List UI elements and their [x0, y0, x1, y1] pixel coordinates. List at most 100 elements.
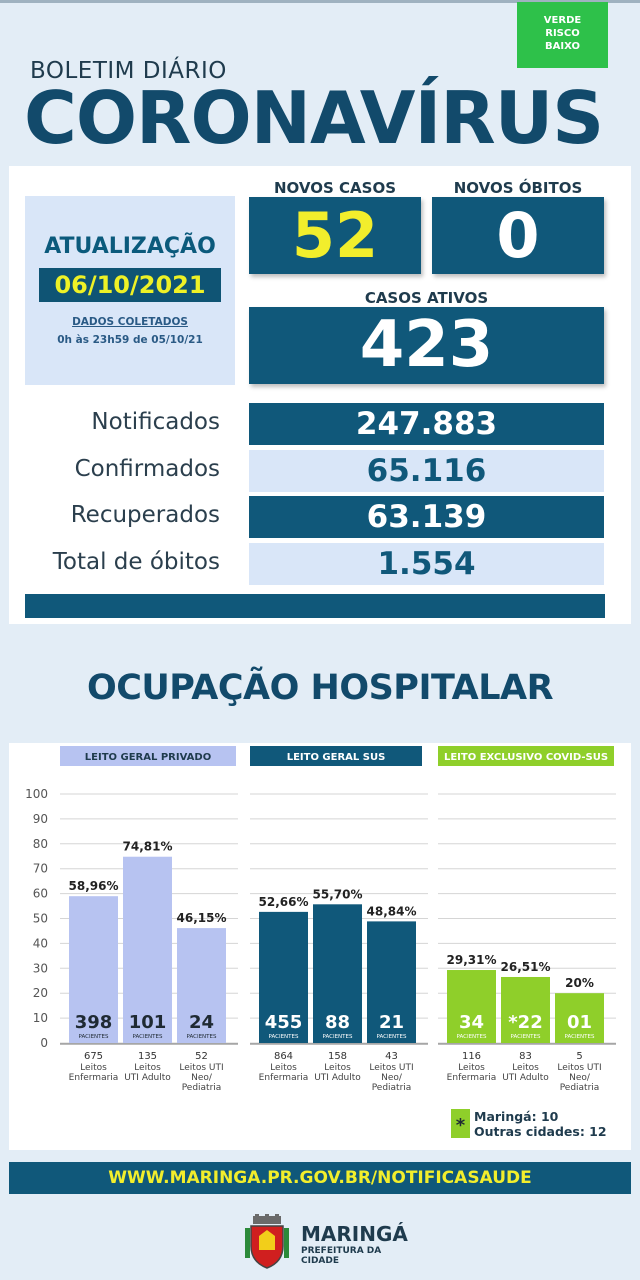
stat-value-recovered: 63.139	[249, 496, 604, 538]
bar	[69, 896, 118, 1043]
bar	[447, 970, 496, 1043]
collected-range: 0h às 23h59 de 05/10/21	[57, 334, 203, 346]
bar	[555, 993, 604, 1043]
bar-category-label: Leitos	[458, 1063, 485, 1073]
stat-label-deaths: Total de óbitos	[52, 549, 220, 575]
bar-percent-label: 52,66%	[259, 895, 309, 909]
bar-category-label: Enfermaria	[259, 1073, 309, 1083]
active-cases-label: CASOS ATIVOS	[364, 289, 489, 307]
stat-label-confirmed: Confirmados	[74, 456, 220, 482]
bar-patient-label: PACIENTES	[268, 1034, 299, 1040]
bar	[501, 976, 550, 1043]
group-header-label: LEITO EXCLUSIVO COVID-SUS	[444, 752, 608, 763]
bar-category-label: Pediatria	[560, 1083, 600, 1093]
bar	[177, 928, 226, 1043]
bar-category-label: Leitos	[134, 1063, 161, 1073]
bar-patient-label: PACIENTES	[564, 1034, 595, 1040]
group-header-2	[438, 746, 614, 766]
new-deaths-value: 0	[432, 197, 604, 274]
group-header-0	[60, 746, 236, 766]
bar-bed-count: 43	[385, 1051, 398, 1062]
risk-line-1: VERDE	[543, 15, 582, 26]
bar-bed-count: 5	[576, 1051, 582, 1062]
bar-category-label: Pediatria	[182, 1083, 222, 1093]
bar-category-label: Neo/	[191, 1073, 213, 1083]
bar-patient-label: PACIENTES	[456, 1034, 487, 1040]
page-title: CORONAVÍRUS	[24, 76, 604, 160]
bar-category-label: Leitos UTI	[369, 1063, 413, 1073]
y-tick-label: 50	[33, 912, 48, 926]
bar-category-label: Leitos	[324, 1063, 351, 1073]
stat-value-confirmed: 65.116	[249, 450, 604, 492]
bar-patient-label: PACIENTES	[132, 1034, 163, 1040]
update-date: 06/10/2021	[39, 268, 221, 302]
bar-bed-count: 675	[84, 1051, 103, 1062]
city-name: MARINGÁ	[301, 1222, 408, 1246]
stat-value-deaths: 1.554	[249, 543, 604, 585]
bar-category-label: Enfermaria	[69, 1073, 119, 1083]
y-tick-label: 40	[33, 936, 48, 950]
bar-category-label: Pediatria	[372, 1083, 412, 1093]
note-line-1: Maringá: 10	[474, 1109, 559, 1124]
group-header-1	[250, 746, 422, 766]
bar-patient-count: 24	[189, 1012, 214, 1033]
group-header-label: LEITO GERAL PRIVADO	[85, 752, 211, 763]
y-tick-label: 60	[33, 887, 48, 901]
occupancy-title: OCUPAÇÃO HOSPITALAR	[86, 668, 554, 708]
y-tick-label: 70	[33, 862, 48, 876]
bar-category-label: Leitos	[270, 1063, 297, 1073]
bar-bed-count: 158	[328, 1051, 347, 1062]
bar-patient-count: 101	[129, 1012, 167, 1033]
bar-category-label: Enfermaria	[447, 1073, 497, 1083]
bar	[313, 904, 362, 1043]
stat-label-notified: Notificados	[91, 409, 220, 435]
new-cases-value: 52	[249, 197, 421, 274]
city-coat-of-arms-icon	[245, 1214, 289, 1269]
bar-patient-count: 398	[75, 1012, 113, 1033]
bar-bed-count: 864	[274, 1051, 293, 1062]
bar-category-label: Leitos	[512, 1063, 539, 1073]
top-border	[0, 0, 640, 3]
bar-percent-label: 55,70%	[313, 887, 363, 901]
bar-percent-label: 20%	[565, 976, 594, 990]
stat-label-recovered: Recuperados	[70, 502, 220, 528]
bar-patient-label: PACIENTES	[376, 1034, 407, 1040]
bar-bed-count: 116	[462, 1051, 481, 1062]
bar-patient-label: PACIENTES	[78, 1034, 109, 1040]
bulletin-label: BOLETIM DIÁRIO	[30, 58, 227, 84]
notification-url[interactable]: WWW.MARINGA.PR.GOV.BR/NOTIFICASAUDE	[9, 1162, 631, 1194]
new-deaths-label: NOVOS ÓBITOS	[453, 179, 583, 197]
bar-patient-label: PACIENTES	[186, 1034, 217, 1040]
bar-category-label: Neo/	[569, 1073, 591, 1083]
bar-percent-label: 48,84%	[367, 904, 417, 918]
bar-bed-count: 135	[138, 1051, 157, 1062]
note-marker-box	[451, 1109, 470, 1138]
bar-percent-label: 46,15%	[177, 911, 227, 925]
bar-category-label: Leitos	[80, 1063, 107, 1073]
y-tick-label: 0	[40, 1036, 48, 1050]
bar-percent-label: 29,31%	[447, 953, 497, 967]
bar	[123, 856, 172, 1043]
summary-footer-bar	[25, 594, 605, 618]
city-logo: MARINGÁ PREFEITURA DA CIDADE	[243, 1214, 408, 1270]
y-tick-label: 80	[33, 837, 48, 851]
bar-percent-label: 58,96%	[69, 879, 119, 893]
note-marker: *	[456, 1115, 466, 1136]
bar-percent-label: 74,81%	[123, 840, 173, 854]
y-tick-label: 10	[33, 1011, 48, 1025]
y-tick-label: 20	[33, 986, 48, 1000]
bar-category-label: Leitos UTI	[557, 1063, 601, 1073]
stat-value-notified: 247.883	[249, 403, 604, 445]
new-cases-label: NOVOS CASOS	[274, 179, 396, 197]
bar-patient-count: 21	[379, 1012, 404, 1033]
bar-patient-count: 01	[567, 1012, 592, 1033]
bar-category-label: UTI Adulto	[502, 1073, 549, 1083]
bar-category-label: Neo/	[381, 1073, 403, 1083]
bar-patient-count: 88	[325, 1012, 350, 1033]
update-box: ATUALIZAÇÃO 06/10/2021 DADOS COLETADOS 0…	[25, 196, 235, 385]
bar	[367, 921, 416, 1043]
y-tick-label: 100	[25, 787, 48, 801]
active-cases-value: 423	[249, 307, 604, 384]
bar-percent-label: 26,51%	[501, 960, 551, 974]
